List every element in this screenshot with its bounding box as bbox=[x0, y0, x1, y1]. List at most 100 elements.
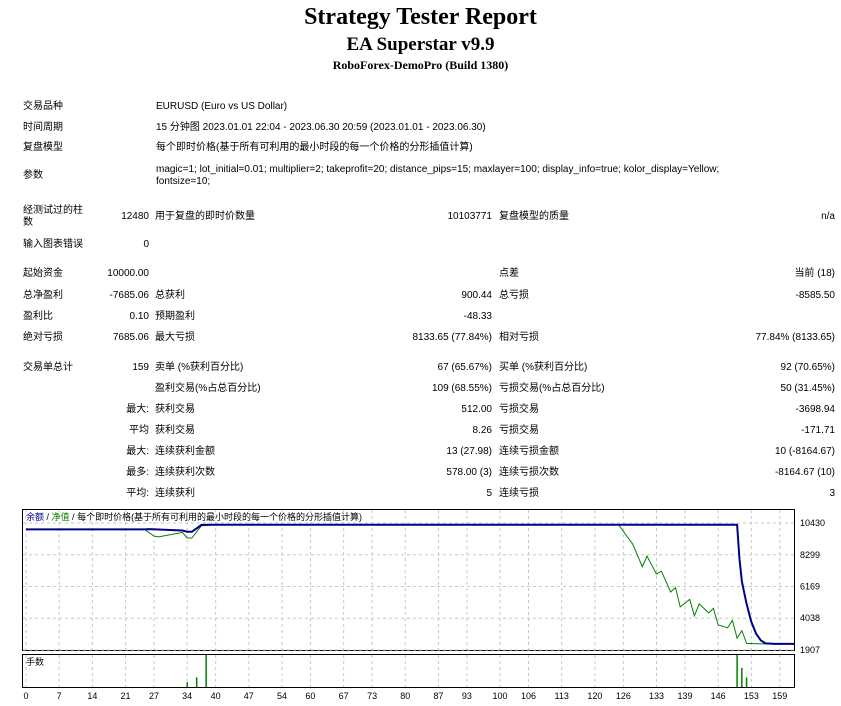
x-tick-label: 80 bbox=[400, 691, 410, 701]
average-loss-label: 亏损交易 bbox=[499, 425, 539, 436]
legend-equity: 净值 bbox=[51, 512, 70, 522]
maximal-consec-profit-label: 连续获利次数 bbox=[155, 467, 215, 478]
volume-label: 手数 bbox=[26, 657, 45, 667]
symbol-value: EURUSD (Euro vs US Dollar) bbox=[156, 101, 288, 112]
x-tick-label: 106 bbox=[521, 691, 536, 701]
short-positions-value: 67 (65.67%) bbox=[437, 362, 492, 373]
spread-value: 当前 (18) bbox=[794, 268, 835, 279]
bars-label-2: 数 bbox=[23, 217, 33, 228]
errors-value: 0 bbox=[143, 239, 149, 250]
maximal-prefix: 最多: bbox=[126, 467, 149, 478]
params-line-2: fontsize=10; bbox=[156, 176, 211, 187]
initial-deposit-value: 10000.00 bbox=[107, 268, 149, 279]
model-value: 每个即时价格(基于所有可利用的最小时段的每一个价格的分形插值计算) bbox=[156, 142, 473, 153]
volume-chart-frame bbox=[22, 654, 795, 688]
x-tick-label: 47 bbox=[244, 691, 254, 701]
x-tick-label: 60 bbox=[305, 691, 315, 701]
long-positions-value: 92 (70.65%) bbox=[780, 362, 835, 373]
bars-value: 12480 bbox=[121, 211, 149, 222]
x-tick-label: 0 bbox=[23, 691, 28, 701]
profit-trades-value: 109 (68.55%) bbox=[431, 383, 492, 394]
legend-separator-2: / bbox=[69, 512, 78, 522]
legend-separator-1: / bbox=[44, 512, 52, 522]
avg-consec-wins-value: 5 bbox=[486, 488, 492, 499]
y-tick-label: 1907 bbox=[800, 645, 820, 655]
x-tick-label: 93 bbox=[462, 691, 472, 701]
largest-prefix: 最大: bbox=[126, 404, 149, 415]
max-drawdown-value: 8133.65 (77.84%) bbox=[412, 332, 492, 343]
largest-profit-label: 获利交易 bbox=[155, 404, 195, 415]
average-loss-value: -171.71 bbox=[801, 425, 835, 436]
x-tick-label: 113 bbox=[555, 691, 569, 701]
x-tick-label: 139 bbox=[677, 691, 692, 701]
ticks-label: 用于复盘的即时价数量 bbox=[155, 211, 255, 222]
x-tick-label: 40 bbox=[211, 691, 221, 701]
bars-label-1: 经测试过的柱 bbox=[23, 205, 83, 216]
long-positions-label: 买单 (%获利百分比) bbox=[499, 362, 588, 373]
total-trades-label: 交易单总计 bbox=[23, 362, 73, 373]
largest-profit-value: 512.00 bbox=[461, 404, 492, 415]
average-profit-value: 8.26 bbox=[472, 425, 492, 436]
profit-factor-value: 0.10 bbox=[129, 311, 149, 322]
report-title: Strategy Tester Report bbox=[304, 4, 537, 30]
period-value: 15 分钟图 2023.01.01 22:04 - 2023.06.30 20:… bbox=[156, 122, 486, 133]
equity-line bbox=[26, 524, 794, 645]
quality-label: 复盘模型的质量 bbox=[499, 211, 569, 222]
expected-payoff-label: 预期盈利 bbox=[155, 311, 195, 322]
y-tick-label: 4038 bbox=[800, 613, 820, 623]
x-tick-label: 27 bbox=[149, 691, 159, 701]
x-tick-label: 126 bbox=[616, 691, 631, 701]
max-consec-losses-label: 连续亏损金额 bbox=[499, 446, 559, 457]
max-drawdown-label: 最大亏损 bbox=[155, 332, 195, 343]
x-tick-label: 120 bbox=[587, 691, 602, 701]
gross-loss-value: -8585.50 bbox=[795, 290, 835, 301]
gross-loss-label: 总亏损 bbox=[499, 290, 529, 301]
rel-drawdown-value: 77.84% (8133.65) bbox=[755, 332, 835, 343]
ea-name: EA Superstar v9.9 bbox=[346, 34, 495, 55]
avg-consec-losses-value: 3 bbox=[829, 488, 835, 499]
period-label: 时间周期 bbox=[23, 122, 63, 133]
x-tick-label: 7 bbox=[57, 691, 62, 701]
params-line-1: magic=1; lot_initial=0.01; multiplier=2;… bbox=[156, 164, 720, 175]
server-build: RoboForex-DemoPro (Build 1380) bbox=[332, 58, 509, 72]
expected-payoff-value: -48.33 bbox=[463, 311, 492, 322]
x-tick-label: 34 bbox=[182, 691, 192, 701]
x-tick-label: 153 bbox=[744, 691, 759, 701]
chart-legend: 余额 / 净值 / 每个即时价格(基于所有可利用的最小时段的每一个价格的分形插值… bbox=[26, 512, 363, 522]
x-tick-label: 146 bbox=[711, 691, 726, 701]
short-positions-label: 卖单 (%获利百分比) bbox=[155, 362, 244, 373]
loss-trades-label: 亏损交易(%占总百分比) bbox=[499, 383, 605, 394]
max-prefix: 最大: bbox=[126, 446, 149, 457]
average-prefix: 平均 bbox=[129, 425, 149, 436]
legend-model: 每个即时价格(基于所有可利用的最小时段的每一个价格的分形插值计算) bbox=[77, 512, 363, 522]
max-consec-losses-value: 10 (-8164.67) bbox=[774, 446, 835, 457]
total-trades-value: 159 bbox=[132, 362, 149, 373]
y-tick-label: 10430 bbox=[800, 518, 825, 528]
profit-trades-label: 盈利交易(%占总百分比) bbox=[155, 383, 261, 394]
x-tick-label: 67 bbox=[339, 691, 349, 701]
y-tick-label: 8299 bbox=[800, 550, 820, 560]
avg-consec-losses-label: 连续亏损 bbox=[499, 488, 539, 499]
net-profit-label: 总净盈利 bbox=[23, 290, 63, 301]
abs-drawdown-value: 7685.06 bbox=[112, 332, 149, 343]
x-tick-label: 21 bbox=[121, 691, 131, 701]
max-consec-wins-value: 13 (27.98) bbox=[446, 446, 492, 457]
rel-drawdown-label: 相对亏损 bbox=[499, 332, 539, 343]
loss-trades-value: 50 (31.45%) bbox=[780, 383, 835, 394]
x-tick-label: 73 bbox=[367, 691, 377, 701]
legend-balance: 余额 bbox=[26, 512, 45, 522]
gross-profit-value: 900.44 bbox=[461, 290, 492, 301]
ticks-value: 10103771 bbox=[447, 211, 493, 222]
spread-label: 点差 bbox=[499, 268, 519, 279]
x-tick-label: 14 bbox=[87, 691, 97, 701]
x-tick-label: 54 bbox=[277, 691, 287, 701]
symbol-label: 交易品种 bbox=[23, 101, 63, 112]
gross-profit-label: 总获利 bbox=[155, 290, 185, 301]
maximal-consec-loss-value: -8164.67 (10) bbox=[774, 467, 835, 478]
avg-consec-wins-label: 连续获利 bbox=[155, 488, 195, 499]
largest-loss-value: -3698.94 bbox=[795, 404, 835, 415]
maximal-consec-profit-value: 578.00 (3) bbox=[446, 467, 492, 478]
x-tick-label: 159 bbox=[772, 691, 787, 701]
x-tick-label: 100 bbox=[493, 691, 508, 701]
